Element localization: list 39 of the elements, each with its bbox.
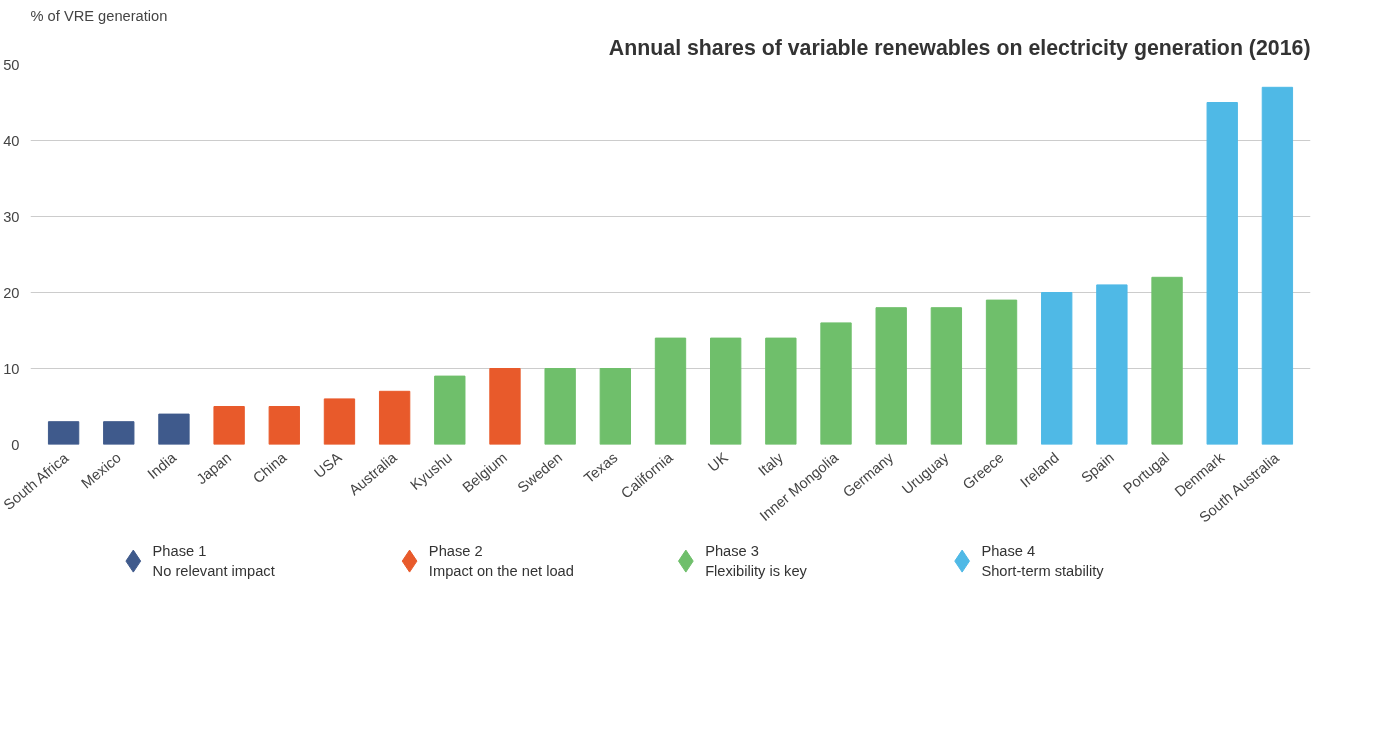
bar (930, 307, 963, 445)
x-tick-label: India (144, 448, 180, 483)
bar (47, 421, 80, 445)
bar (820, 322, 852, 445)
bar (1206, 102, 1238, 445)
legend-label: Phase 4 Short-term stability (981, 542, 1105, 580)
bar (985, 299, 1018, 445)
bar (875, 307, 907, 445)
x-tick-label: Italy (755, 448, 787, 479)
x-tick-label: USA (311, 449, 345, 481)
y-tick-label: 0 (11, 436, 20, 453)
bar (213, 406, 245, 445)
x-tick-label: UK (704, 449, 731, 475)
bar (544, 368, 576, 445)
bar (158, 413, 190, 445)
legend-label: Phase 1 No relevant impact (152, 542, 275, 580)
bar (323, 398, 356, 445)
bar (489, 368, 521, 445)
bar (599, 368, 631, 445)
bar (1041, 292, 1073, 445)
bar (1151, 276, 1183, 445)
bar (103, 421, 135, 445)
bar (434, 375, 466, 445)
legend-label: Phase 3 Flexibility is key (705, 542, 808, 580)
bar (268, 406, 300, 445)
y-tick-label: 10 (3, 360, 20, 377)
chart-title: Annual shares of variable renewables on electricity generation (2016) (608, 35, 1311, 60)
y-tick-label: 50 (3, 56, 20, 73)
y-tick-label: 30 (3, 208, 20, 225)
y-tick-label: 40 (3, 132, 20, 149)
y-tick-label: 20 (3, 284, 20, 301)
bar (1096, 284, 1128, 445)
bar (378, 390, 411, 445)
y-axis-title: % of VRE generation (30, 7, 168, 24)
bar (654, 337, 687, 445)
bar (710, 337, 742, 445)
bar (1261, 86, 1294, 445)
bar (765, 337, 797, 445)
legend-label: Phase 2 Impact on the net load (428, 542, 574, 580)
